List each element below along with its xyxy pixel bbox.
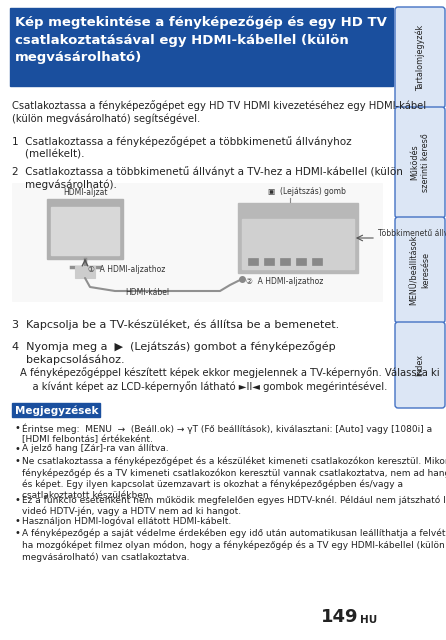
Text: Ne csatlakoztassa a fényképezőgépet és a készüléket kimeneti csatlakozókon keres: Ne csatlakoztassa a fényképezőgépet és a… (22, 456, 446, 500)
Text: Index: Index (416, 354, 425, 376)
Text: ②  A HDMI-aljzathoz: ② A HDMI-aljzathoz (246, 276, 323, 285)
Bar (280, 258, 290, 265)
Text: Többkimenetű állvány: Többkimenetű állvány (378, 228, 446, 237)
Bar (47, 199, 123, 259)
Text: Használjon HDMI-logóval ellátott HDMI-kábelt.: Használjon HDMI-logóval ellátott HDMI-ká… (22, 516, 231, 525)
Text: •: • (15, 516, 21, 526)
Bar (242, 219, 354, 269)
Text: Megjegyzések: Megjegyzések (15, 405, 99, 415)
Text: 2  Csatlakoztassa a többkimenetű állványt a TV-hez a HDMI-kábellel (külön
    me: 2 Csatlakoztassa a többkimenetű állványt… (12, 166, 403, 191)
Bar (296, 258, 306, 265)
FancyBboxPatch shape (395, 217, 445, 323)
FancyBboxPatch shape (395, 322, 445, 408)
Bar (10, 8, 393, 86)
Text: 4  Nyomja meg a  ▶  (Lejátszás) gombot a fényképezőgép
    bekapcsolásához.: 4 Nyomja meg a ▶ (Lejátszás) gombot a fé… (12, 341, 336, 365)
Text: MENÜ/beállítások
keresése: MENÜ/beállítások keresése (410, 235, 430, 305)
FancyBboxPatch shape (395, 7, 445, 108)
Text: •: • (15, 423, 21, 433)
Text: Ez a funkció esetenként nem működik megfelelően egyes HDTV-knél. Például nem ját: Ez a funkció esetenként nem működik megf… (22, 495, 446, 516)
Text: Csatlakoztassa a fényképezőgépet egy HD TV HDMI kivezetéséhez egy HDMI-kábel
(kü: Csatlakoztassa a fényképezőgépet egy HD … (12, 100, 426, 124)
Bar (264, 258, 274, 265)
Text: Működés
szerinti kereső: Működés szerinti kereső (410, 133, 430, 192)
Bar (312, 258, 322, 265)
Bar (12, 403, 100, 417)
Text: A fényképezőgép a saját védelme érdekében egy idő után automatikusan leállíthatj: A fényképezőgép a saját védelme érdekébe… (22, 529, 446, 561)
Text: A fényképezőgéppel készített képek ekkor megjelennek a TV-képernyőn. Válassza ki: A fényképezőgéppel készített képek ekkor… (20, 367, 440, 392)
Bar (75, 266, 95, 278)
Text: 1  Csatlakoztassa a fényképezőgépet a többkimenetű állványhoz
    (mellékelt).: 1 Csatlakoztassa a fényképezőgépet a töb… (12, 136, 351, 160)
Text: ①  A HDMI-aljzathoz: ① A HDMI-aljzathoz (88, 264, 165, 273)
Text: •: • (15, 444, 21, 454)
FancyBboxPatch shape (395, 107, 445, 218)
Text: ▣  (Lejátszás) gomb: ▣ (Lejátszás) gomb (268, 187, 346, 196)
Bar (12, 183, 382, 301)
Text: •: • (15, 456, 21, 467)
Text: 149: 149 (321, 608, 358, 626)
Text: •: • (15, 495, 21, 505)
Bar (51, 207, 119, 255)
Text: 3  Kapcsolja be a TV-készüléket, és állítsa be a bemenetet.: 3 Kapcsolja be a TV-készüléket, és állít… (12, 319, 339, 330)
Text: A jelző hang [Zár]-ra van állítva.: A jelző hang [Zár]-ra van állítva. (22, 444, 169, 453)
Text: HU: HU (360, 615, 377, 625)
Text: Kép megtekintése a fényképezőgép és egy HD TV
csatlakoztatásával egy HDMI-kábell: Kép megtekintése a fényképezőgép és egy … (15, 16, 387, 64)
Text: •: • (15, 529, 21, 538)
Text: HDMI-kábel: HDMI-kábel (125, 288, 169, 297)
Bar (248, 258, 258, 265)
Text: Érintse meg:  MENU  →  (Beáll.ok) → γT (Fő beállítások), kiválasztani: [Auto] va: Érintse meg: MENU → (Beáll.ok) → γT (Fő … (22, 423, 432, 445)
Text: HDMI-aljzat: HDMI-aljzat (63, 188, 107, 197)
Bar (238, 203, 358, 273)
Text: Tartalomjegyzék: Tartalomjegyzék (415, 24, 425, 91)
